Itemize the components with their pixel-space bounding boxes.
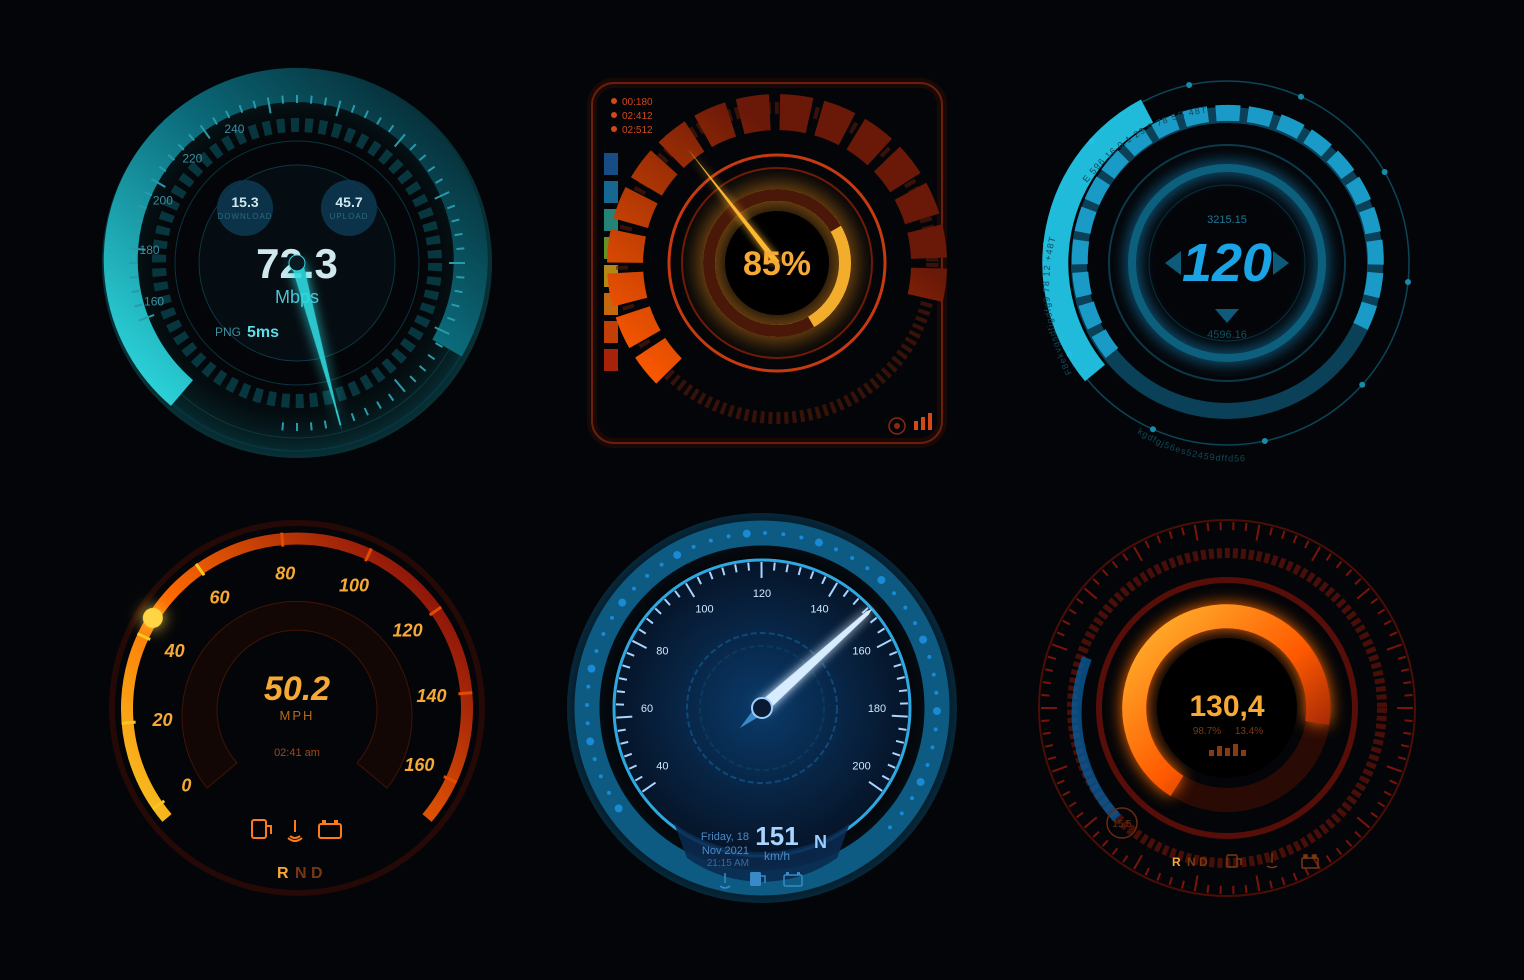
ping-value: 5ms xyxy=(247,324,279,341)
svg-text:120: 120 xyxy=(393,620,423,640)
svg-text:160: 160 xyxy=(405,755,435,775)
download-value: 15.3 xyxy=(232,194,259,210)
svg-text:120: 120 xyxy=(753,588,771,600)
mph-value: 50.2 xyxy=(264,670,330,708)
svg-text:240: 240 xyxy=(225,121,245,135)
svg-text:100: 100 xyxy=(695,603,713,615)
gauge-percent: 00:180 02:412 02:512 85% xyxy=(545,50,980,475)
time-value: 21:15 AM xyxy=(707,858,749,869)
hud-upper-code: 3215.15 xyxy=(1207,214,1247,226)
svg-text:20: 20 xyxy=(152,709,173,729)
fuel-icon xyxy=(252,820,271,838)
gauge-mph: 020406080100120140160 50.2 MPH 02:41 am … xyxy=(80,505,515,930)
svg-text:40: 40 xyxy=(656,760,668,772)
battery-icon xyxy=(319,820,341,838)
svg-text:160: 160 xyxy=(852,645,870,657)
svg-text:140: 140 xyxy=(417,686,447,706)
download-label: DOWNLOAD xyxy=(218,212,273,221)
svg-text:180: 180 xyxy=(140,243,160,257)
hud-ring-svg: 120 3215.15 4596.16 E 596.16 0.1 23.9 78… xyxy=(1017,53,1437,473)
kmh-gear: N xyxy=(814,832,827,852)
upload-label: UPLOAD xyxy=(330,212,369,221)
red-gear-nd: N D xyxy=(1187,855,1208,869)
mph-unit: MPH xyxy=(280,708,315,723)
gauge-kmh: 40 60 80 100 120 140 160 180 200 Friday, 18 Nov … xyxy=(545,505,980,930)
hud-value: 120 xyxy=(1182,233,1272,293)
upload-value: 45.7 xyxy=(336,194,363,210)
svg-text:40: 40 xyxy=(164,640,185,660)
gear-nd: N D xyxy=(295,865,323,882)
mph-time: 02:41 am xyxy=(274,747,320,759)
red-gear-r: R xyxy=(1172,855,1181,869)
meta-line-1: 00:180 xyxy=(622,97,653,108)
svg-text:80: 80 xyxy=(276,563,296,583)
percent-svg: 00:180 02:412 02:512 85% xyxy=(552,53,972,473)
svg-text:0: 0 xyxy=(182,775,192,795)
date-top: Friday, 18 xyxy=(701,831,749,843)
kmh-unit: km/h xyxy=(764,849,790,863)
gear-r: R xyxy=(277,865,289,882)
red-sub-b: 13.4% xyxy=(1234,726,1262,737)
svg-text:60: 60 xyxy=(641,703,653,715)
ping-label: PNG xyxy=(215,325,241,339)
meta-line-3: 02:512 xyxy=(622,125,653,136)
svg-text:100: 100 xyxy=(339,575,369,595)
hud-lower-code: 4596.16 xyxy=(1207,329,1247,341)
gauge-red-dial: 130,4 98.7% 13.4% 15.5 R N D xyxy=(1009,505,1444,930)
gauge-internet-speed: 160 180 200 220 240 15.3 DOWNLOAD 45.7 UPLOA… xyxy=(80,50,515,475)
svg-text:220: 220 xyxy=(183,151,203,165)
kmh-value: 151 xyxy=(755,821,798,851)
meta-line-2: 02:412 xyxy=(622,111,653,122)
svg-text:180: 180 xyxy=(868,703,886,715)
red-badge: 15.5 xyxy=(1112,819,1132,830)
svg-text:80: 80 xyxy=(656,645,668,657)
red-value: 130,4 xyxy=(1189,690,1264,723)
temp-icon xyxy=(288,820,302,841)
date-bottom: Nov 2021 xyxy=(702,845,749,857)
kmh-svg: 40 60 80 100 120 140 160 180 200 Friday, 18 Nov … xyxy=(552,508,972,928)
red-dial-svg: 130,4 98.7% 13.4% 15.5 R N D xyxy=(1017,508,1437,928)
mph-svg: 020406080100120140160 50.2 MPH 02:41 am … xyxy=(87,508,507,928)
red-sub-a: 98.7% xyxy=(1192,726,1220,737)
gauge-hud-ring: 120 3215.15 4596.16 E 596.16 0.1 23.9 78… xyxy=(1009,50,1444,475)
svg-text:140: 140 xyxy=(810,603,828,615)
svg-text:200: 200 xyxy=(852,760,870,772)
svg-text:200: 200 xyxy=(153,193,173,207)
svg-text:60: 60 xyxy=(210,587,230,607)
internet-speed-svg: 160 180 200 220 240 15.3 DOWNLOAD 45.7 UPLOA… xyxy=(87,53,507,473)
svg-text:160: 160 xyxy=(144,294,164,308)
percent-value: 85% xyxy=(743,245,811,283)
